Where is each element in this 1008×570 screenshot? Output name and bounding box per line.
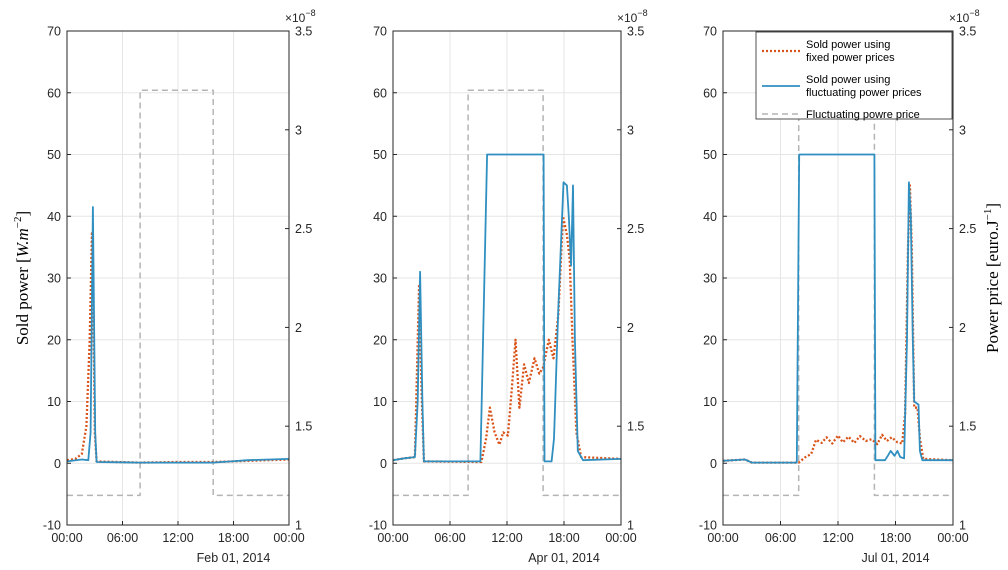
y-tick-label-right: 2.5 bbox=[295, 222, 312, 236]
y-axis-right-label: Power price [euro.J−1] bbox=[982, 203, 1002, 353]
x-date-label: Apr 01, 2014 bbox=[528, 551, 600, 565]
y-tick-label-left: 70 bbox=[47, 25, 61, 39]
x-date-label: Feb 01, 2014 bbox=[197, 551, 271, 565]
y-tick-label-left: 50 bbox=[703, 148, 717, 162]
y-tick-label-right: 1.5 bbox=[627, 420, 644, 434]
x-tick-label: 18:00 bbox=[880, 531, 911, 545]
y-right-exponent: ×10−8 bbox=[617, 8, 648, 25]
y-tick-label-right: 3 bbox=[627, 123, 634, 137]
y-right-exponent: ×10−8 bbox=[949, 8, 980, 25]
legend-label: Sold power using bbox=[806, 74, 890, 86]
y-tick-label-left: -10 bbox=[369, 519, 387, 533]
y-tick-label-right: 1 bbox=[295, 519, 302, 533]
y-tick-label-left: 40 bbox=[47, 210, 61, 224]
x-tick-label: 18:00 bbox=[548, 531, 579, 545]
series-line-dotted bbox=[66, 230, 290, 464]
y-tick-label-left: 30 bbox=[47, 272, 61, 286]
y-tick-label-right: 2.5 bbox=[959, 222, 976, 236]
x-tick-label: 12:00 bbox=[491, 531, 522, 545]
x-tick-label: 00:00 bbox=[937, 531, 968, 545]
x-tick-label: 00:00 bbox=[51, 531, 82, 545]
y-tick-label-left: 60 bbox=[47, 86, 61, 100]
y-right-exponent: ×10−8 bbox=[285, 8, 316, 25]
y-tick-label-left: 0 bbox=[380, 457, 387, 471]
y-tick-label-left: 0 bbox=[710, 457, 717, 471]
y-tick-label-left: 10 bbox=[703, 395, 717, 409]
series-line-dashed bbox=[393, 89, 621, 497]
y-tick-label-left: 70 bbox=[703, 25, 717, 39]
y-tick-label-left: 50 bbox=[47, 148, 61, 162]
x-tick-label: 00:00 bbox=[605, 531, 636, 545]
panel-apr: -10 0 10 20 30 40 50 60 70 1 1.5 2 2.5 3 3.5×10−8 00:00… bbox=[369, 8, 648, 565]
legend-label: fluctuating power prices bbox=[806, 87, 922, 99]
series-line-dashed bbox=[723, 89, 953, 497]
y-tick-label-right: 2 bbox=[959, 321, 966, 335]
panel-jul: -10 0 10 20 30 40 50 60 70 1 1.5 2 2.5 3 3.5×10−8 00:00… bbox=[699, 8, 980, 565]
y-tick-label-right: 1.5 bbox=[959, 420, 976, 434]
y-tick-label-left: 10 bbox=[373, 395, 387, 409]
x-tick-label: 06:00 bbox=[765, 531, 796, 545]
x-tick-label: 06:00 bbox=[107, 531, 138, 545]
x-tick-label: 06:00 bbox=[434, 531, 465, 545]
legend-label: Fluctuating powre price bbox=[806, 109, 920, 121]
y-tick-label-right: 3.5 bbox=[627, 25, 644, 39]
legend-box bbox=[755, 31, 953, 120]
x-tick-label: 12:00 bbox=[822, 531, 853, 545]
series-line-solid bbox=[722, 153, 953, 464]
y-tick-label-left: 20 bbox=[703, 333, 717, 347]
y-tick-label-left: 40 bbox=[703, 210, 717, 224]
series-line-solid bbox=[392, 153, 622, 463]
x-tick-label: 00:00 bbox=[273, 531, 304, 545]
y-tick-label-left: 70 bbox=[373, 25, 387, 39]
y-tick-label-right: 3 bbox=[959, 123, 966, 137]
y-tick-label-right: 1 bbox=[959, 519, 966, 533]
y-tick-label-left: -10 bbox=[43, 519, 61, 533]
y-tick-label-left: 30 bbox=[373, 272, 387, 286]
legend-label: fixed power prices bbox=[806, 52, 895, 64]
y-tick-label-right: 1.5 bbox=[295, 420, 312, 434]
y-tick-label-left: 40 bbox=[373, 210, 387, 224]
x-tick-label: 00:00 bbox=[707, 531, 738, 545]
y-tick-label-right: 2.5 bbox=[627, 222, 644, 236]
y-tick-label-left: 0 bbox=[54, 457, 61, 471]
y-tick-label-right: 3.5 bbox=[959, 25, 976, 39]
y-axis-left-label: Sold power [W.m−2] bbox=[12, 211, 32, 345]
x-date-label: Jul 01, 2014 bbox=[861, 551, 929, 565]
y-tick-label-left: 30 bbox=[703, 272, 717, 286]
y-tick-label-right: 3.5 bbox=[295, 25, 312, 39]
x-tick-label: 12:00 bbox=[162, 531, 193, 545]
y-tick-label-left: 20 bbox=[47, 333, 61, 347]
y-tick-label-right: 1 bbox=[627, 519, 634, 533]
y-tick-label-left: 60 bbox=[373, 86, 387, 100]
y-tick-label-left: -10 bbox=[699, 519, 717, 533]
legend-label: Sold power using bbox=[806, 39, 890, 51]
y-tick-label-right: 2 bbox=[627, 321, 634, 335]
y-tick-label-left: 10 bbox=[47, 395, 61, 409]
y-tick-label-right: 3 bbox=[295, 123, 302, 137]
y-tick-label-left: 20 bbox=[373, 333, 387, 347]
series-line-dashed bbox=[67, 89, 289, 497]
x-tick-label: 00:00 bbox=[377, 531, 408, 545]
panel-feb: -10 0 10 20 30 40 50 60 70 1 1.5 2 2.5 3 3.5×10−8 00:00… bbox=[43, 8, 316, 565]
y-tick-label-left: 60 bbox=[703, 86, 717, 100]
x-tick-label: 18:00 bbox=[218, 531, 249, 545]
y-tick-label-left: 50 bbox=[373, 148, 387, 162]
y-tick-label-right: 2 bbox=[295, 321, 302, 335]
series-line-solid bbox=[66, 206, 290, 464]
